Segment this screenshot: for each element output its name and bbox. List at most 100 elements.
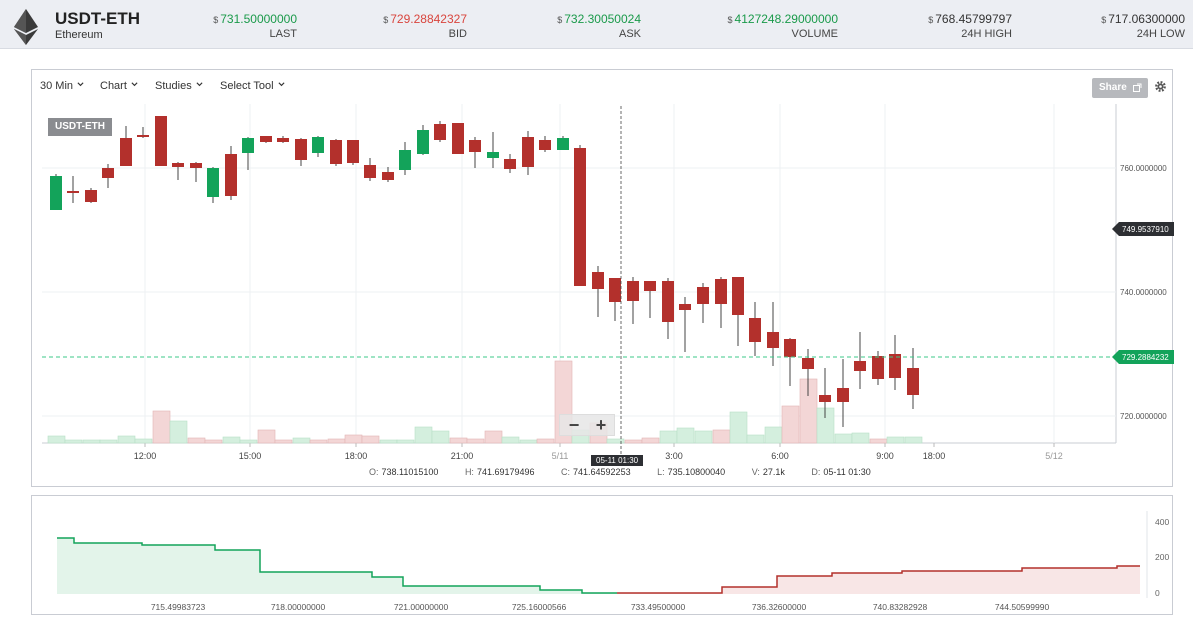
time-axis-label: 12:00 [134,451,157,461]
volume-bar [187,437,206,444]
volume-bar [396,439,415,444]
candle-down [715,279,727,304]
current-price-value: 749.9537910 [1122,225,1169,234]
candle-down [225,154,237,196]
symbol-tag: USDT-ETH [48,118,112,136]
volume-bar [659,430,678,444]
candle-down [592,272,604,289]
depth-bid-line [57,537,617,594]
price-axis-label: 740.0000000 [1120,288,1167,297]
candle-down [260,136,272,142]
candle-down [522,137,534,167]
depth-x-label: 718.00000000 [271,602,326,612]
volume-bar [466,438,485,444]
volume-bar [519,439,538,444]
depth-ask-area [617,566,1140,594]
volume-bar [152,410,171,444]
candle-up [557,138,569,150]
volume-bar [64,439,83,444]
depth-bid-area [57,538,617,594]
time-axis-label: 5/12 [1045,451,1063,461]
chevron-down-icon [131,82,138,87]
chevron-down-icon [77,82,84,87]
candle-down [364,165,376,178]
volume-bar [694,430,713,444]
candle-down [504,159,516,169]
candle-down [819,395,831,402]
volume-bar [414,426,433,444]
bid-price-tag [1112,350,1174,364]
time-axis-label: 5/11 [552,451,569,461]
volume-bar [781,405,800,444]
candle-down [574,148,586,286]
depth-chart-panel: 400 200 0 715.49983723 718.00000000 721.00000… [31,495,1173,615]
candle-down [452,123,464,154]
chart-type-dropdown[interactable]: Chart [100,80,138,92]
volume-bar [746,434,765,444]
candle-up [312,137,324,153]
candle-down [872,356,884,379]
zoom-in-button[interactable]: + [595,415,607,435]
candle-down [627,281,639,301]
candle-down [434,124,446,140]
candle-down [854,361,866,371]
volume-bar [82,439,101,444]
candle-down [697,287,709,304]
time-axis-label: 9:00 [876,451,894,461]
time-axis-label: 18:00 [923,451,946,461]
volume-bar [624,439,643,444]
interval-dropdown[interactable]: 30 Min [40,80,84,92]
depth-x-label: 725.16000566 [512,602,567,612]
candle-down [67,191,79,193]
candle-up [242,138,254,153]
candle-down [889,354,901,378]
volume-bar [344,434,363,444]
candle-down [539,140,551,150]
zoom-out-button[interactable]: − [568,415,580,435]
candle-down [837,388,849,402]
volume-bar [239,439,258,444]
volume-bar [501,436,520,444]
candle-down [749,318,761,342]
candle-down [644,281,656,291]
crosshair-time-label: 05-11 01:30 [591,455,644,466]
depth-y-label: 400 [1155,517,1169,527]
volume-bar [292,437,311,444]
candle-down [155,116,167,166]
volume-bar [676,427,695,444]
order-depth-chart[interactable]: 400 200 0 715.49983723 718.00000000 721.00000… [32,496,1174,616]
volume-bar [431,430,450,444]
share-icon [1133,83,1142,92]
candlestick-chart[interactable]: 760.0000000 740.0000000 720.0000000 12:00 15… [32,70,1174,488]
stat-24h-high: $768.45799797 24H HIGH [928,12,1012,40]
volume-bar [886,436,905,444]
volume-bar [47,435,66,444]
volume-bar [834,433,853,444]
volume-bar [729,411,748,444]
time-axis-label: 21:00 [451,451,474,461]
volume-bar [169,420,188,444]
ethereum-logo-icon [14,9,38,45]
volume-bar [327,438,346,444]
zoom-controls: − + [559,414,615,436]
price-axis-label: 760.0000000 [1120,164,1167,173]
depth-y-label: 200 [1155,552,1169,562]
gear-icon[interactable] [1154,80,1167,93]
candle-down [802,358,814,369]
volume-bar [606,438,625,444]
volume-bar [134,438,153,444]
share-button[interactable]: Share [1092,78,1148,98]
price-axis-label: 720.0000000 [1120,412,1167,421]
market-header: USDT-ETH Ethereum $731.50000000 LAST $72… [0,0,1193,49]
current-price-tag [1112,222,1174,236]
volume-bar [484,430,503,444]
studies-dropdown[interactable]: Studies [155,80,203,92]
candle-up [207,168,219,197]
volume-bar [851,432,870,444]
candle-down [172,163,184,167]
time-axis-label: 15:00 [239,451,262,461]
volume-bar [117,435,136,444]
select-tool-dropdown[interactable]: Select Tool [220,80,285,92]
depth-x-label: 715.49983723 [151,602,206,612]
candle-down [609,278,621,302]
